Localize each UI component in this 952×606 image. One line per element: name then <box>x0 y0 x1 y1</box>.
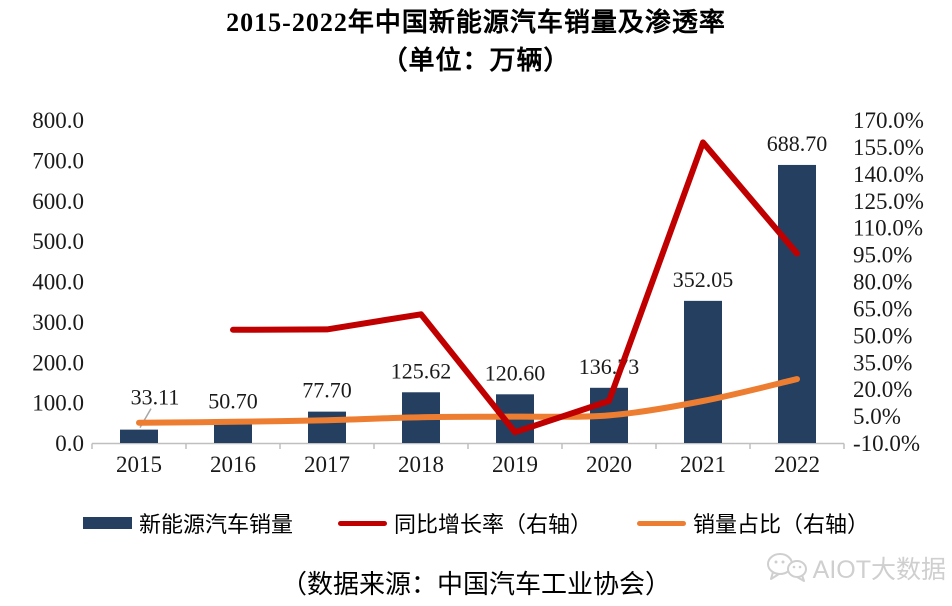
right-axis-tick-label: -10.0% <box>853 431 920 456</box>
line-swatch-icon <box>637 520 686 526</box>
right-axis-tick-label: 95.0% <box>853 243 912 268</box>
bar-data-label: 125.62 <box>391 358 452 383</box>
bar-data-label: 352.05 <box>673 267 734 292</box>
right-axis-tick-label: 50.0% <box>853 323 912 348</box>
x-axis-category-label: 2017 <box>304 452 350 477</box>
legend-label-growth: 同比增长率（右轴） <box>393 512 592 537</box>
legend-item-share: 销量占比（右轴） <box>637 507 869 539</box>
wechat-chat-bubbles-icon <box>766 553 807 582</box>
growth-line <box>230 139 800 436</box>
x-axis-category-label: 2019 <box>492 452 538 477</box>
bar-data-label: 77.70 <box>302 378 352 403</box>
line-swatch-icon <box>337 520 387 526</box>
bar-2022 <box>778 164 816 443</box>
x-axis-category-label: 2022 <box>774 452 820 477</box>
legend-label-sales: 新能源汽车销量 <box>138 512 293 537</box>
bar-data-label: 136.73 <box>579 354 640 379</box>
right-axis-tick-label: 80.0% <box>853 270 912 295</box>
chart-title: 2015-2022年中国新能源汽车销量及渗透率 （单位：万辆） <box>0 4 952 80</box>
right-axis-tick-label: 5.0% <box>853 404 901 429</box>
bar-2021 <box>684 300 722 443</box>
bar-swatch-icon <box>82 517 132 529</box>
x-axis-category-label: 2016 <box>210 452 256 477</box>
bar-2017 <box>308 411 346 443</box>
left-axis-tick-label: 200.0 <box>32 350 84 375</box>
watermark-text: AIOT大数据 <box>812 556 946 584</box>
left-axis-tick-label: 800.0 <box>32 108 84 133</box>
legend-item-growth: 同比增长率（右轴） <box>337 507 592 539</box>
bar-data-label: 50.70 <box>208 389 258 414</box>
share-line <box>136 376 800 426</box>
right-axis-tick-label: 125.0% <box>853 189 924 214</box>
x-axis-category-label: 2021 <box>680 452 726 477</box>
x-axis-category-label: 2015 <box>116 452 162 477</box>
left-axis-tick-label: 500.0 <box>32 229 84 254</box>
bar-data-label: 120.60 <box>485 360 546 385</box>
left-axis-tick-label: 300.0 <box>32 310 84 335</box>
chart-legend: 新能源汽车销量 同比增长率（右轴） 销量占比（右轴） <box>0 507 952 539</box>
x-axis-category-label: 2020 <box>586 452 632 477</box>
bar-2015 <box>120 429 158 443</box>
right-axis-tick-label: 110.0% <box>853 216 923 241</box>
left-axis-tick-label: 400.0 <box>32 270 84 295</box>
legend-item-sales: 新能源汽车销量 <box>82 507 293 539</box>
right-axis-tick-label: 155.0% <box>853 135 924 160</box>
legend-label-share: 销量占比（右轴） <box>693 512 870 537</box>
bar-data-label: 33.11 <box>131 385 180 410</box>
chart-title-line1: 2015-2022年中国新能源汽车销量及渗透率 <box>226 8 726 37</box>
chart-title-line2: （单位：万辆） <box>381 46 571 75</box>
left-axis-tick-label: 600.0 <box>32 189 84 214</box>
left-axis-tick-label: 0.0 <box>55 431 84 456</box>
watermark: AIOT大数据 <box>766 550 946 586</box>
left-axis-tick-label: 100.0 <box>32 391 84 416</box>
bar-2016 <box>214 422 252 443</box>
x-axis-category-label: 2018 <box>398 452 444 477</box>
right-axis-tick-label: 20.0% <box>853 377 912 402</box>
data-source-note: （数据来源：中国汽车工业协会） <box>280 570 671 599</box>
right-axis-tick-label: 65.0% <box>853 296 912 321</box>
right-axis-tick-label: 35.0% <box>853 350 912 375</box>
bar-data-label: 688.70 <box>767 131 828 156</box>
left-axis-tick-label: 700.0 <box>32 148 84 173</box>
right-axis-tick-label: 170.0% <box>853 108 924 133</box>
right-axis-tick-label: 140.0% <box>853 162 924 187</box>
